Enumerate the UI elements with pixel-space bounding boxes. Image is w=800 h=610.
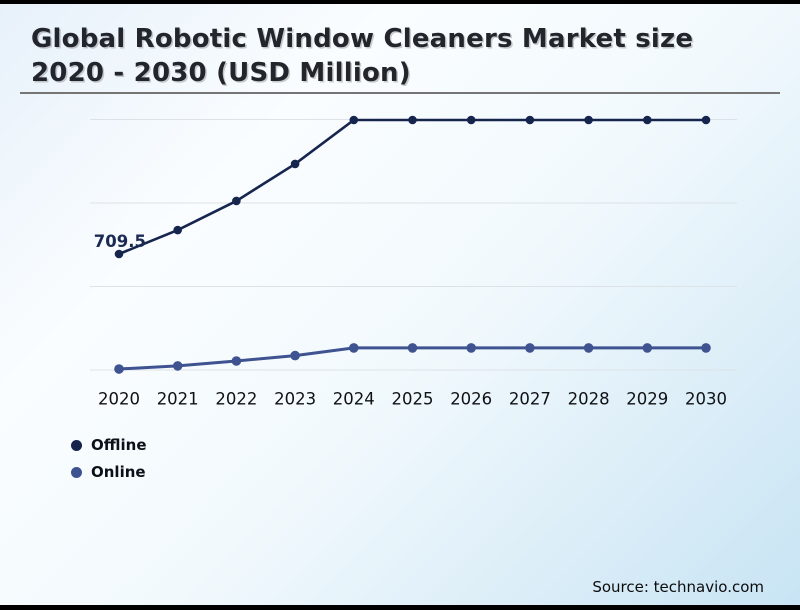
x-axis-labels-group: 2020 2021 2022 2023 2024 2025 2026 2027 2028 2029… bbox=[98, 390, 727, 409]
online-dot-icon bbox=[71, 466, 82, 478]
offline-data-point bbox=[584, 115, 593, 125]
title-divider bbox=[20, 92, 780, 94]
x-axis-label: 2022 bbox=[215, 390, 257, 409]
x-axis-label: 2021 bbox=[157, 390, 199, 409]
offline-data-point bbox=[173, 225, 182, 235]
online-data-point bbox=[701, 343, 711, 353]
online-data-point bbox=[172, 361, 183, 371]
x-axis-label: 2024 bbox=[333, 390, 375, 409]
gridlines-group bbox=[90, 119, 737, 371]
data-labels-group: 709.5 bbox=[94, 232, 146, 251]
offline-dot-icon bbox=[71, 439, 82, 451]
chart-legend: Offline Online bbox=[71, 436, 147, 490]
legend-item-offline: Offline bbox=[71, 436, 147, 454]
legend-item-online: Online bbox=[71, 463, 147, 481]
series-group bbox=[114, 115, 711, 374]
offline-data-point bbox=[643, 115, 652, 125]
x-axis-label: 2029 bbox=[626, 390, 668, 409]
x-axis-label: 2025 bbox=[392, 390, 434, 409]
source-attribution: Source: technavio.com bbox=[592, 578, 764, 596]
x-axis-label: 2023 bbox=[274, 390, 316, 409]
offline-data-point bbox=[349, 115, 359, 125]
online-data-point bbox=[525, 343, 535, 353]
online-data-point bbox=[290, 350, 300, 361]
online-data-point bbox=[583, 343, 594, 353]
offline-data-point bbox=[525, 115, 535, 125]
offline-data-point bbox=[114, 249, 124, 259]
x-axis-label: 2028 bbox=[568, 390, 610, 409]
x-axis-label: 2027 bbox=[509, 390, 551, 409]
offline-data-point bbox=[701, 115, 711, 125]
x-axis-label: 2030 bbox=[685, 390, 727, 409]
legend-label-online: Online bbox=[91, 463, 146, 481]
offline-data-point bbox=[290, 159, 300, 169]
offline-data-point bbox=[408, 115, 417, 125]
online-data-point bbox=[407, 343, 418, 353]
offline-data-point bbox=[232, 196, 241, 206]
online-data-point bbox=[642, 343, 653, 353]
chart-title: Global Robotic Window Cleaners Market si… bbox=[31, 24, 694, 88]
x-axis-label: 2026 bbox=[450, 390, 492, 409]
online-data-point bbox=[349, 343, 359, 353]
legend-label-offline: Offline bbox=[91, 436, 147, 454]
online-data-point bbox=[466, 343, 477, 353]
online-data-point bbox=[114, 364, 124, 374]
offline-data-point bbox=[466, 115, 476, 125]
market-chart: 2020 2021 2022 2023 2024 2025 2026 2027 2028 2029… bbox=[90, 115, 737, 409]
offline-2020-value-label: 709.5 bbox=[94, 232, 146, 251]
x-axis-label: 2020 bbox=[98, 390, 140, 409]
online-data-point bbox=[231, 356, 242, 366]
offline-line bbox=[118, 118, 706, 256]
